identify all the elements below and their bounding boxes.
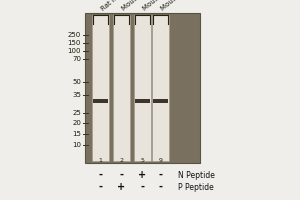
Text: P Peptide: P Peptide — [178, 182, 214, 192]
Text: 10: 10 — [72, 142, 81, 148]
Text: 25: 25 — [72, 110, 81, 116]
Text: -: - — [158, 182, 163, 192]
Text: -: - — [98, 170, 103, 180]
Text: 9: 9 — [158, 158, 163, 163]
Text: 1: 1 — [99, 158, 102, 163]
Text: 2: 2 — [119, 158, 124, 163]
Text: 50: 50 — [72, 79, 81, 85]
Text: Mouse brain: Mouse brain — [142, 0, 178, 12]
Bar — [152, 15, 169, 161]
Bar — [134, 15, 151, 161]
Bar — [113, 15, 130, 161]
Text: Mouse brain: Mouse brain — [121, 0, 157, 12]
Bar — [135, 99, 150, 103]
Text: 15: 15 — [72, 131, 81, 137]
Text: -: - — [158, 170, 163, 180]
Bar — [93, 99, 108, 103]
Text: N Peptide: N Peptide — [178, 170, 215, 180]
Text: +: + — [138, 170, 147, 180]
Text: -: - — [119, 170, 124, 180]
Text: +: + — [117, 182, 126, 192]
Text: -: - — [140, 182, 145, 192]
Text: 5: 5 — [141, 158, 144, 163]
Text: 150: 150 — [68, 40, 81, 46]
Text: 70: 70 — [72, 56, 81, 62]
Text: 35: 35 — [72, 92, 81, 98]
Text: 250: 250 — [68, 32, 81, 38]
Text: 20: 20 — [72, 120, 81, 126]
Text: 100: 100 — [68, 48, 81, 54]
Text: Rat lung: Rat lung — [100, 0, 126, 12]
Text: -: - — [98, 182, 103, 192]
Bar — [92, 15, 109, 161]
Bar — [85, 13, 200, 163]
Text: Mouse brain: Mouse brain — [160, 0, 196, 12]
Bar — [153, 99, 168, 103]
